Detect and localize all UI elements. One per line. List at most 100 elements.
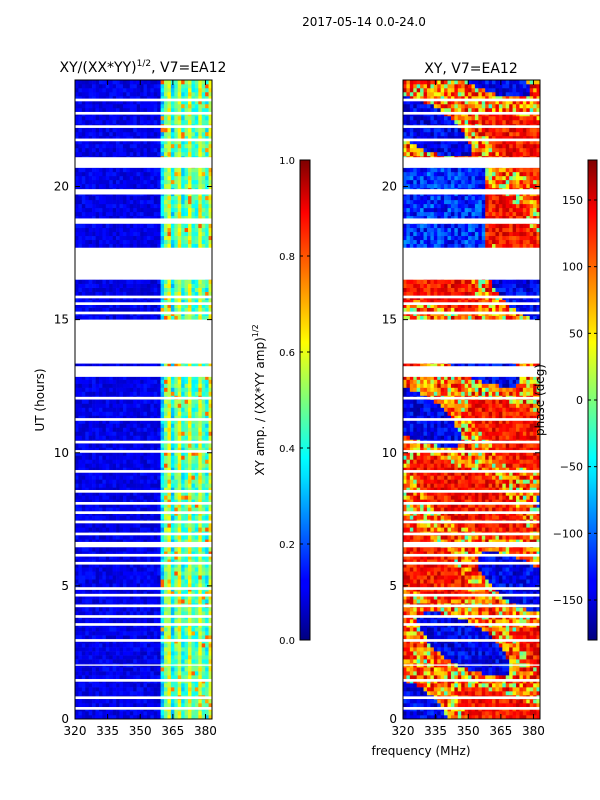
- heatmap-cell: [194, 619, 199, 624]
- heatmap-cell: [198, 407, 203, 412]
- heatmap-cell: [136, 391, 141, 396]
- heatmap-cell: [122, 607, 127, 612]
- heatmap-cell: [98, 527, 103, 532]
- heatmap-cell: [184, 503, 189, 508]
- heatmap-cell: [194, 307, 199, 312]
- heatmap-cell: [133, 715, 137, 720]
- heatmap-cell: [92, 363, 96, 368]
- heatmap-cell: [136, 363, 141, 368]
- heatmap-cell: [116, 559, 120, 564]
- heatmap-cell: [85, 619, 89, 624]
- heatmap-cell: [198, 479, 203, 484]
- heatmap-cell: [201, 571, 206, 576]
- heatmap-cell: [146, 431, 151, 436]
- heatmap-cell: [198, 675, 203, 680]
- heatmap-cell: [160, 231, 165, 237]
- heatmap-cell: [105, 691, 110, 696]
- heatmap-cell: [153, 287, 158, 292]
- heatmap-cell: [95, 455, 100, 460]
- heatmap-cell: [129, 411, 134, 416]
- heatmap-cell: [126, 651, 131, 656]
- heatmap-cell: [160, 279, 165, 284]
- heatmap-cell: [164, 303, 168, 308]
- heatmap-cell: [126, 539, 131, 544]
- heatmap-cell: [146, 487, 151, 492]
- heatmap-cell: [167, 559, 172, 564]
- heatmap-cell: [126, 307, 131, 312]
- heatmap-cell: [181, 467, 185, 472]
- heatmap-cell: [188, 455, 192, 460]
- heatmap-cell: [129, 463, 134, 468]
- heatmap-cell: [112, 703, 117, 708]
- heatmap-cell: [78, 647, 83, 652]
- heatmap-cell: [191, 607, 196, 612]
- heatmap-cell: [78, 575, 83, 580]
- heatmap-cell: [78, 435, 83, 440]
- heatmap-cell: [95, 575, 100, 580]
- heatmap-cell: [146, 503, 151, 508]
- heatmap-cell: [92, 491, 96, 496]
- heatmap-cell: [188, 415, 192, 420]
- heatmap-cell: [198, 483, 203, 488]
- heatmap-cell: [95, 423, 100, 428]
- heatmap-cell: [105, 683, 110, 688]
- heatmap-cell: [194, 503, 199, 508]
- heatmap-cell: [102, 619, 107, 624]
- heatmap-cell: [126, 579, 131, 584]
- heatmap-cell: [205, 299, 209, 304]
- heatmap-cell: [184, 423, 189, 428]
- heatmap-cell: [88, 223, 93, 229]
- heatmap-cell: [146, 667, 151, 672]
- heatmap-cell: [160, 375, 165, 380]
- heatmap-cell: [177, 431, 182, 436]
- heatmap-cell: [109, 715, 113, 720]
- heatmap-cell: [102, 407, 107, 412]
- heatmap-cell: [95, 479, 100, 484]
- heatmap-cell: [194, 579, 199, 584]
- heatmap-cell: [184, 223, 189, 229]
- heatmap-cell: [129, 591, 134, 596]
- heatmap-cell: [95, 299, 100, 304]
- heatmap-cell: [112, 399, 117, 404]
- heatmap-cell: [201, 315, 206, 320]
- heatmap-cell: [143, 447, 148, 452]
- heatmap-cell: [205, 571, 209, 576]
- heatmap-cell: [75, 403, 79, 408]
- heatmap-cell: [119, 675, 124, 680]
- heatmap-cell: [208, 383, 213, 388]
- heatmap-cell: [126, 591, 131, 596]
- heatmap-cell: [181, 375, 185, 380]
- heatmap-cell: [184, 471, 189, 476]
- heatmap-cell: [116, 315, 120, 320]
- heatmap-cell: [133, 495, 137, 500]
- heatmap-cell: [78, 503, 83, 508]
- heatmap-cell: [109, 419, 113, 424]
- heatmap-cell: [150, 611, 155, 616]
- heatmap-cell: [194, 647, 199, 652]
- heatmap-cell: [160, 535, 165, 540]
- heatmap-cell: [126, 231, 131, 237]
- heatmap-cell: [167, 475, 172, 480]
- heatmap-cell: [129, 279, 134, 284]
- heatmap-cell: [85, 467, 89, 472]
- heatmap-cell: [102, 387, 107, 392]
- heatmap-cell: [208, 411, 213, 416]
- heatmap-cell: [194, 487, 199, 492]
- heatmap-cell: [75, 407, 79, 412]
- heatmap-cell: [98, 499, 103, 504]
- heatmap-cell: [119, 619, 124, 624]
- heatmap-cell: [126, 411, 131, 416]
- heatmap-cell: [129, 399, 134, 404]
- heatmap-cell: [177, 691, 182, 696]
- heatmap-cell: [181, 487, 185, 492]
- heatmap-cell: [146, 703, 151, 708]
- heatmap-cell: [150, 547, 155, 552]
- heatmap-cell: [136, 583, 141, 588]
- heatmap-cell: [177, 675, 182, 680]
- heatmap-cell: [188, 315, 192, 320]
- heatmap-cell: [102, 703, 107, 708]
- heatmap-cell: [160, 627, 165, 632]
- heatmap-cell: [116, 475, 120, 480]
- heatmap-cell: [105, 291, 110, 296]
- heatmap-cell: [129, 683, 134, 688]
